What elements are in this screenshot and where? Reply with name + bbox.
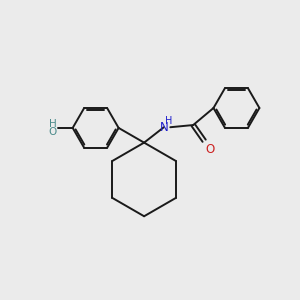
Text: O: O — [49, 127, 57, 137]
Text: H: H — [49, 119, 57, 129]
Text: H: H — [165, 116, 173, 126]
Text: O: O — [206, 143, 215, 156]
Text: N: N — [160, 121, 168, 134]
